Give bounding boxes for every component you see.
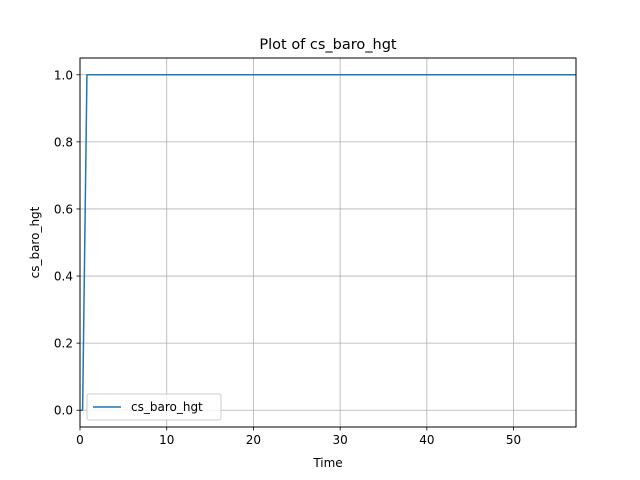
series-layer xyxy=(80,74,576,411)
plot-frame xyxy=(79,57,577,428)
y-tick-label: 0.4 xyxy=(54,270,73,284)
y-tick-label: 0.0 xyxy=(54,404,73,418)
y-tick-label: 0.6 xyxy=(54,202,73,216)
legend-box xyxy=(86,393,222,421)
x-tick-label: 10 xyxy=(159,433,174,447)
x-axis-title: Time xyxy=(312,456,342,470)
y-tick-label: 0.8 xyxy=(54,135,73,149)
y-tick-label: 0.2 xyxy=(54,337,73,351)
legend-label: cs_baro_hgt xyxy=(131,400,203,414)
series-line xyxy=(80,74,576,411)
legend: cs_baro_hgt xyxy=(86,393,222,421)
y-axis-title: cs_baro_hgt xyxy=(28,206,42,278)
x-tick-label: 0 xyxy=(76,433,84,447)
y-tick-label: 1.0 xyxy=(54,68,73,82)
x-tick-label: 50 xyxy=(506,433,521,447)
x-tick-label: 40 xyxy=(419,433,434,447)
chart-title: Plot of cs_baro_hgt xyxy=(259,37,397,53)
ticks: 0 10 20 30 40 50 0.0 0.2 0.4 0.6 0.8 1.0 xyxy=(54,68,521,447)
x-tick-label: 30 xyxy=(332,433,347,447)
x-tick-label: 20 xyxy=(246,433,261,447)
grid xyxy=(79,58,576,427)
